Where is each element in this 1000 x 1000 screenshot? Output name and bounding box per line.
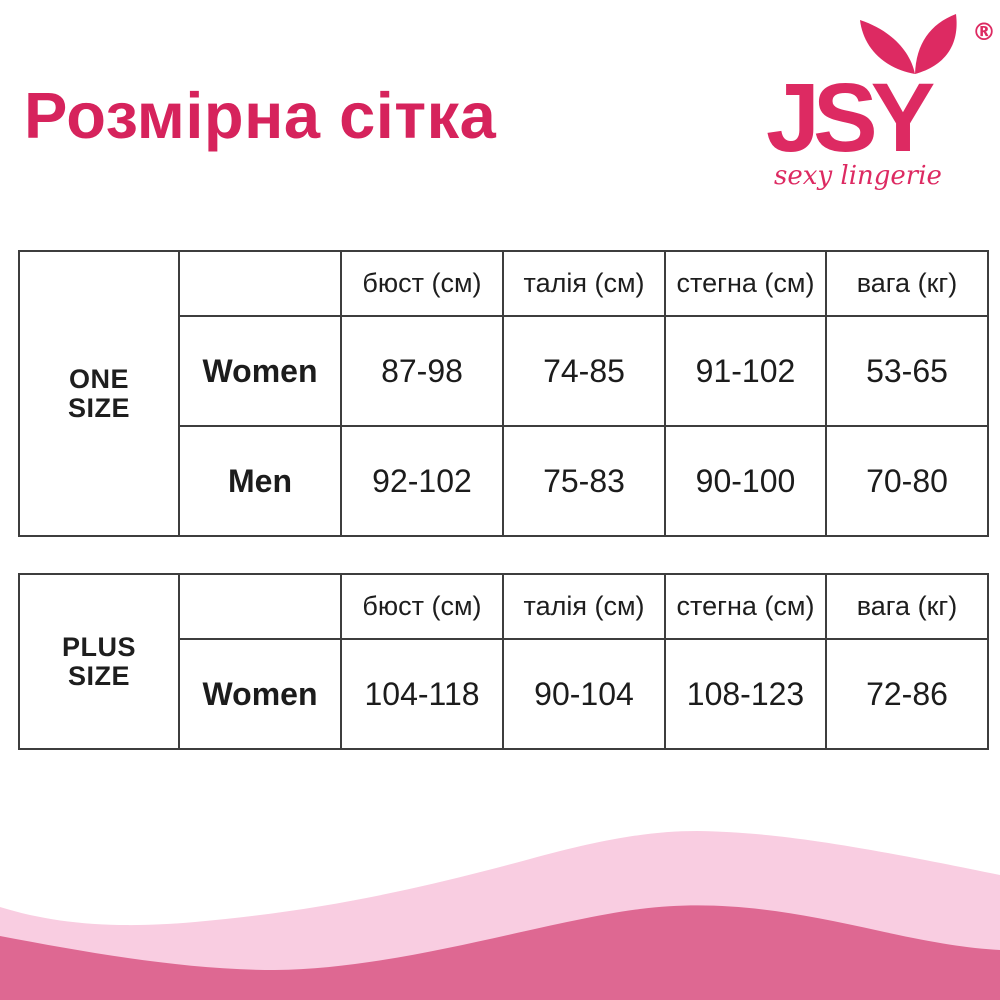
cell-women-waist: 90-104: [502, 638, 666, 750]
plus-size-table: PLUS SIZE бюст (см) талія (см) стегна (с…: [18, 573, 989, 750]
one-size-header-row: ONE SIZE бюст (см) талія (см) стегна (см…: [18, 250, 989, 537]
column-header-weight: вага (кг): [825, 573, 989, 640]
cell-women-bust: 87-98: [340, 315, 504, 427]
logo-leaf-left-icon: [860, 20, 915, 74]
brand-logo-graphic: JSY ® sexy lingerie: [766, 14, 996, 191]
plus-size-header-row: PLUS SIZE бюст (см) талія (см) стегна (с…: [18, 573, 989, 750]
cell-women-bust: 104-118: [340, 638, 504, 750]
logo-tagline: sexy lingerie: [774, 161, 942, 191]
row-label-women: Women: [178, 315, 342, 427]
one-size-men-row: Men 92-102 75-83 90-100 70-80: [19, 425, 989, 537]
column-header-bust: бюст (см): [340, 250, 504, 317]
wave-dark-shape: [0, 905, 1000, 1000]
column-header-waist: талія (см): [502, 573, 666, 640]
column-header-waist: талія (см): [502, 250, 666, 317]
plus-size-women-row: Women 104-118 90-104 108-123 72-86: [19, 638, 989, 750]
cell-women-weight: 53-65: [825, 315, 989, 427]
cell-women-waist: 74-85: [502, 315, 666, 427]
row-label-women: Women: [178, 638, 342, 750]
empty-header-cell: [178, 250, 342, 317]
registered-mark-icon: ®: [972, 18, 996, 46]
cell-men-waist: 75-83: [502, 425, 666, 537]
cell-men-bust: 92-102: [340, 425, 504, 537]
column-header-weight: вага (кг): [825, 250, 989, 317]
one-size-table: ONE SIZE бюст (см) талія (см) стегна (см…: [18, 250, 989, 537]
empty-header-cell: [178, 573, 342, 640]
cell-women-hips: 91-102: [664, 315, 827, 427]
one-size-women-row: Women 87-98 74-85 91-102 53-65: [19, 315, 989, 427]
brand-logo: JSY ® sexy lingerie: [750, 14, 1000, 209]
cell-women-hips: 108-123: [664, 638, 827, 750]
cell-men-hips: 90-100: [664, 425, 827, 537]
page-title: Розмірна сітка: [24, 79, 497, 152]
column-header-bust: бюст (см): [340, 573, 504, 640]
logo-text: JSY: [766, 63, 935, 172]
column-header-hips: стегна (см): [664, 573, 827, 640]
size-group-label-plus-size: PLUS SIZE: [18, 573, 180, 750]
cell-women-weight: 72-86: [825, 638, 989, 750]
decorative-waves: [0, 831, 1000, 1000]
column-header-hips: стегна (см): [664, 250, 827, 317]
row-label-men: Men: [178, 425, 342, 537]
cell-men-weight: 70-80: [825, 425, 989, 537]
size-group-label-one-size: ONE SIZE: [18, 250, 180, 537]
logo-leaf-right-icon: [915, 14, 957, 74]
